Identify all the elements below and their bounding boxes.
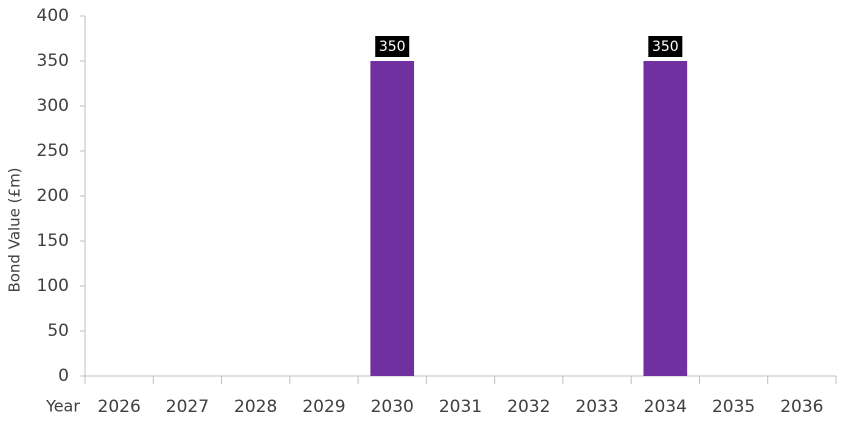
x-tick-label: 2036: [780, 397, 823, 417]
y-tick-label: 350: [37, 51, 69, 71]
x-tick-label: 2026: [98, 397, 141, 417]
x-tick-label: 2032: [507, 397, 550, 417]
x-axis-label: Year: [45, 397, 80, 416]
y-tick-label: 150: [37, 231, 69, 251]
x-tick-label: 2028: [234, 397, 277, 417]
x-tick-label: 2035: [712, 397, 755, 417]
x-tick-label: 2031: [439, 397, 482, 417]
x-tick-label: 2029: [302, 397, 345, 417]
x-tick-label: 2033: [575, 397, 618, 417]
y-tick-label: 100: [37, 276, 69, 296]
y-tick-label: 300: [37, 96, 69, 116]
data-label: 350: [652, 39, 679, 55]
y-tick-label: 200: [37, 186, 69, 206]
y-axis-label: Bond Value (£m): [6, 167, 24, 292]
y-tick-label: 0: [58, 366, 69, 386]
data-label: 350: [379, 39, 406, 55]
x-tick-label: 2027: [166, 397, 209, 417]
x-tick-label: 2030: [371, 397, 414, 417]
y-tick-label: 400: [37, 6, 69, 26]
y-tick-label: 250: [37, 141, 69, 161]
data-label-box: [648, 36, 683, 57]
bar: [643, 61, 688, 376]
y-tick-label: 50: [47, 321, 69, 341]
data-label-box: [375, 36, 410, 57]
x-tick-label: 2034: [644, 397, 687, 417]
bar: [370, 61, 415, 376]
